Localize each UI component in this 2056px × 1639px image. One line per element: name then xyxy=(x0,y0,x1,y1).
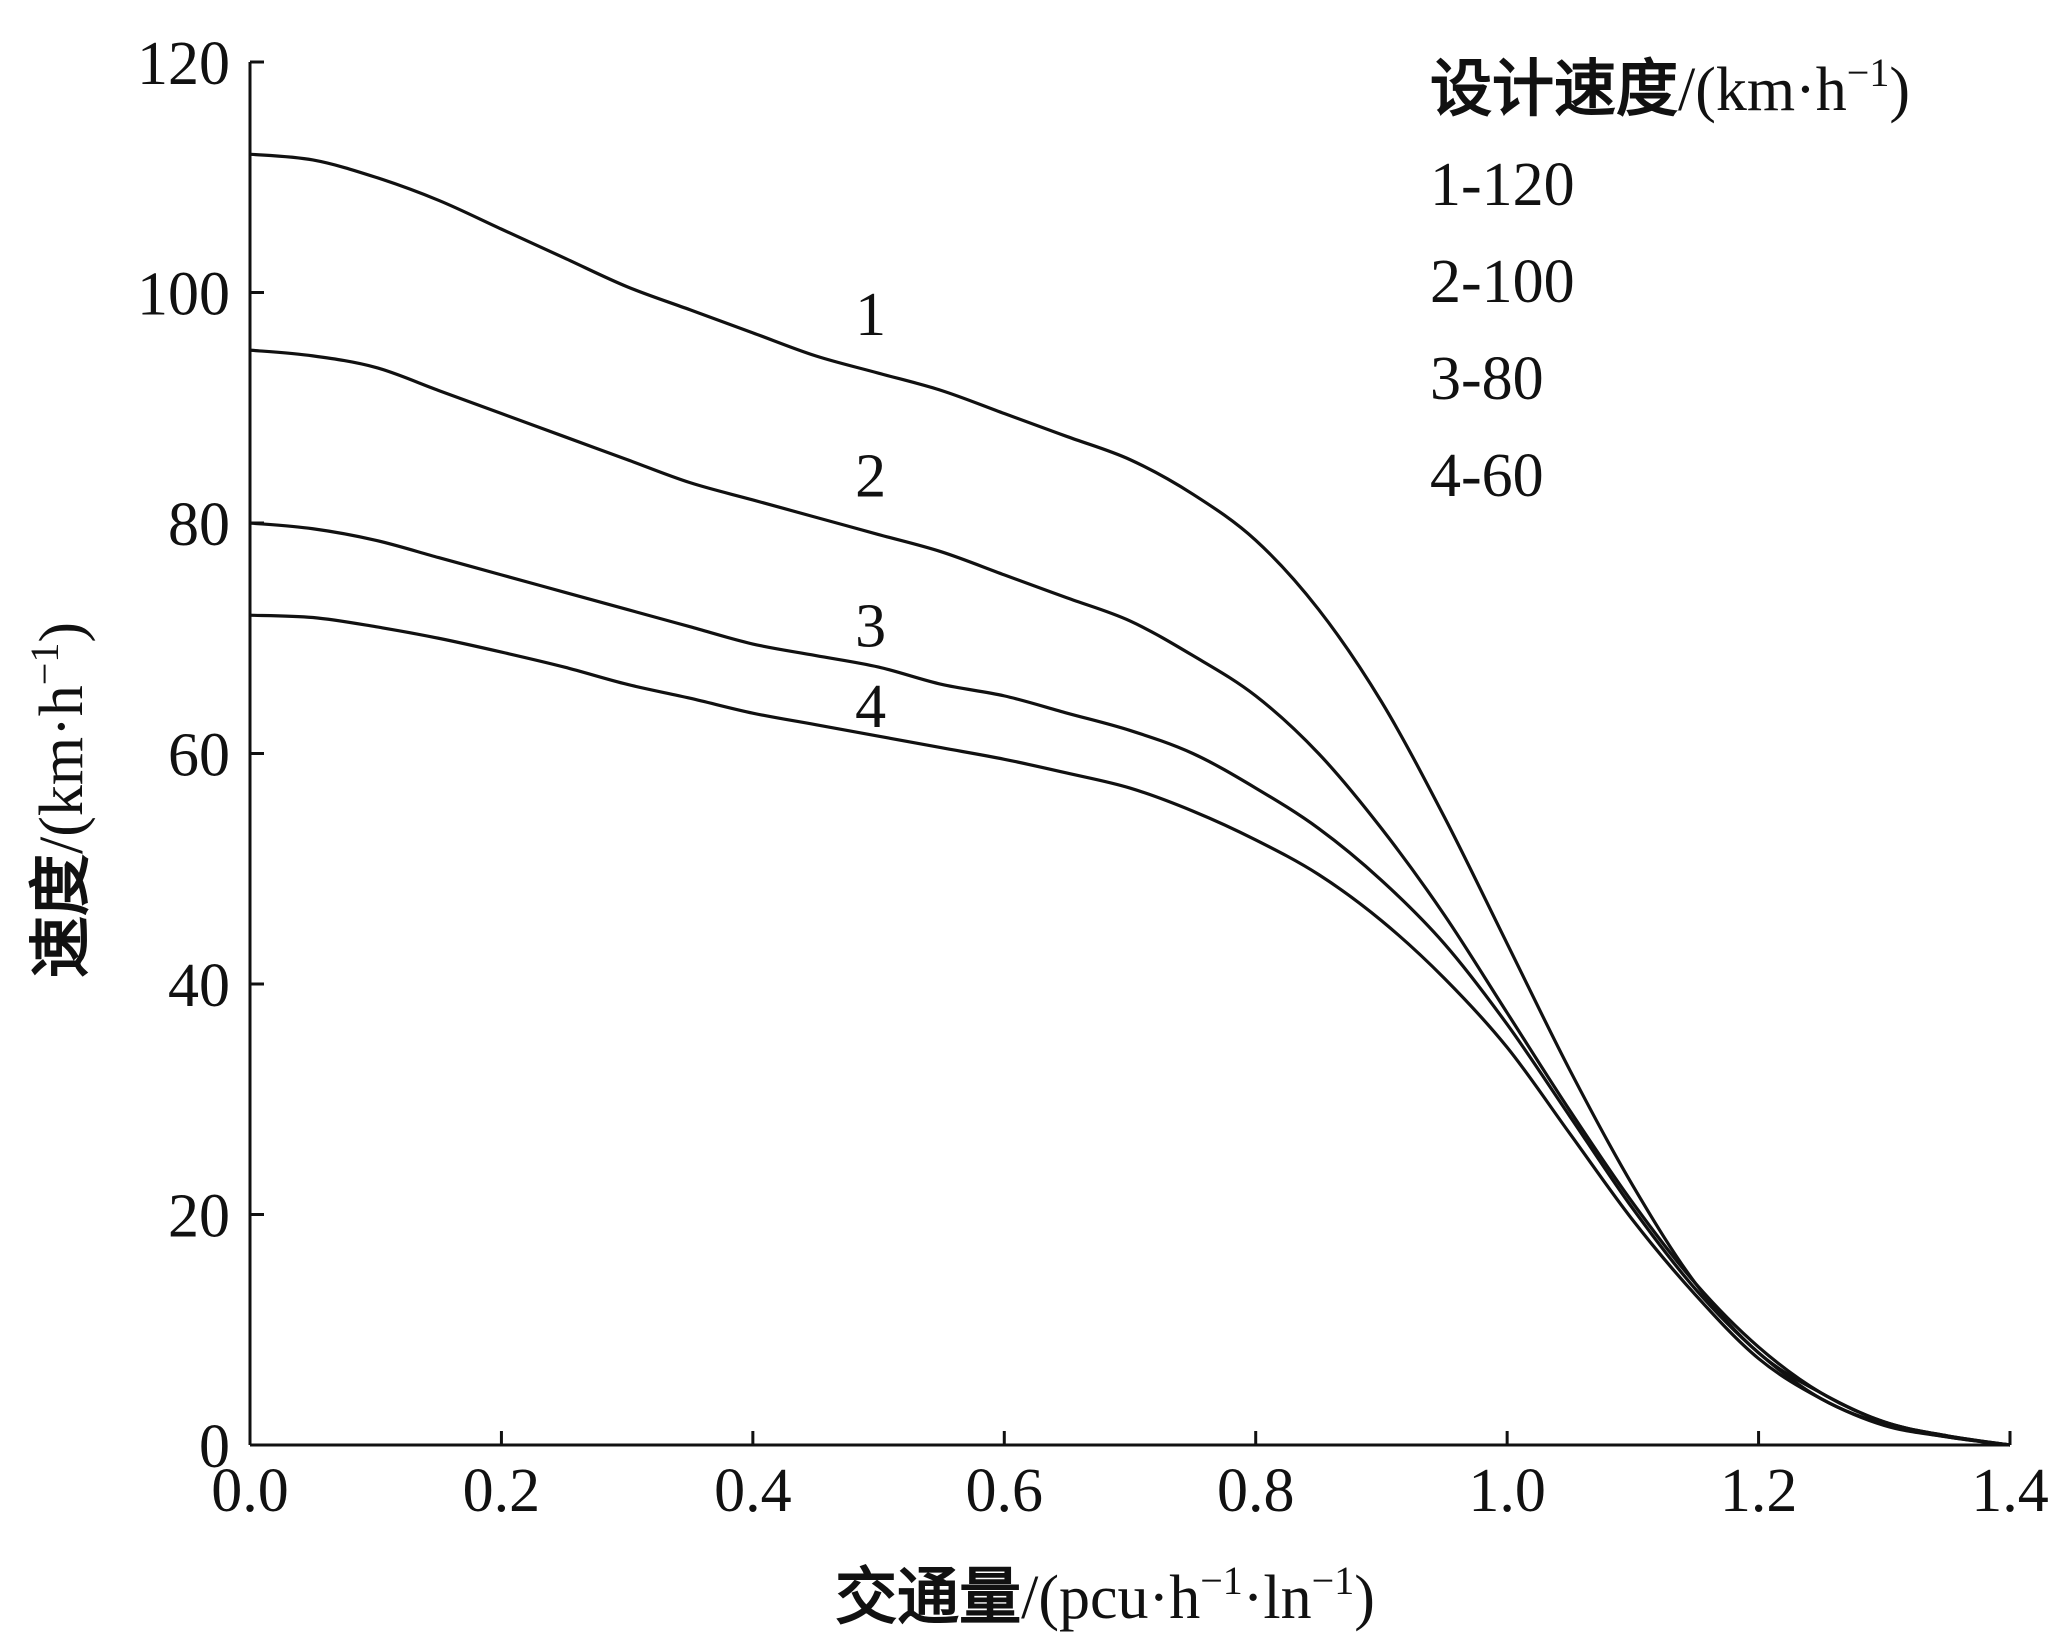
x-axis-label-cjk: 交通量 xyxy=(835,1560,1021,1633)
legend-entry: 2-100 xyxy=(1430,248,1575,316)
legend-entry: 3-80 xyxy=(1430,345,1544,413)
y-axis-label-sup: −1 xyxy=(22,643,67,686)
series-line-4 xyxy=(249,613,2011,1447)
legend-title-close: ) xyxy=(1889,56,1910,124)
curve-label-3: 3 xyxy=(855,592,886,660)
legend-title-sup: −1 xyxy=(1847,50,1890,95)
legend-title: 设计速度/(km·h−1) xyxy=(1430,50,1910,125)
x-tick-label: 0.8 xyxy=(1217,1457,1295,1525)
x-axis-label-mid: ·ln xyxy=(1243,1564,1312,1632)
series-line-1 xyxy=(249,152,2011,1447)
x-tick-label: 0.0 xyxy=(211,1457,289,1525)
x-axis-label-unit: /(pcu·h xyxy=(1021,1564,1200,1632)
series-line-3 xyxy=(249,521,2011,1447)
x-tick-label: 1.4 xyxy=(1971,1457,2049,1525)
x-axis-ticks: 0.0 0.2 0.4 0.6 0.8 1.0 1.2 1.4 xyxy=(211,1431,2049,1525)
x-tick-label: 0.6 xyxy=(966,1457,1044,1525)
y-axis-ticks: 0 20 40 60 80 100 120 xyxy=(137,30,264,1481)
y-tick-label: 60 xyxy=(168,722,230,790)
y-axis-label-cjk: 速度 xyxy=(24,854,97,978)
axes xyxy=(248,62,2010,1447)
y-tick-label: 20 xyxy=(168,1183,230,1251)
curve-label-1: 1 xyxy=(855,281,886,349)
x-axis-label-sup1: −1 xyxy=(1200,1558,1243,1603)
y-axis-label-unit: /(km·h xyxy=(28,685,96,854)
y-tick-label: 40 xyxy=(168,952,230,1020)
legend-entry: 1-120 xyxy=(1430,151,1575,219)
y-tick-label: 120 xyxy=(137,30,230,98)
legend-title-unit: /(km·h xyxy=(1678,56,1847,124)
y-axis-label-close: ) xyxy=(28,622,96,643)
curve-label-4: 4 xyxy=(855,673,886,741)
y-tick-label: 0 xyxy=(199,1413,230,1481)
x-tick-label: 1.0 xyxy=(1468,1457,1546,1525)
legend-entry: 4-60 xyxy=(1430,442,1544,510)
y-tick-label: 80 xyxy=(168,491,230,559)
x-tick-label: 0.2 xyxy=(463,1457,541,1525)
x-axis-label: 交通量/(pcu·h−1·ln−1) xyxy=(835,1558,1375,1633)
curve-labels: 1 2 3 4 xyxy=(855,281,886,741)
y-tick-label: 100 xyxy=(137,261,230,329)
x-tick-label: 0.4 xyxy=(714,1457,792,1525)
y-axis-label: 速度/(km·h−1) xyxy=(22,622,97,978)
series-line-2 xyxy=(249,348,2011,1447)
curve-label-2: 2 xyxy=(855,442,886,510)
x-tick-label: 1.2 xyxy=(1720,1457,1798,1525)
x-axis-label-sup2: −1 xyxy=(1312,1558,1355,1603)
legend: 设计速度/(km·h−1) 1-120 2-100 3-80 4-60 xyxy=(1430,50,1910,510)
x-axis-label-close: ) xyxy=(1354,1564,1375,1632)
series-lines xyxy=(249,152,2011,1447)
legend-title-cjk: 设计速度 xyxy=(1430,52,1678,125)
